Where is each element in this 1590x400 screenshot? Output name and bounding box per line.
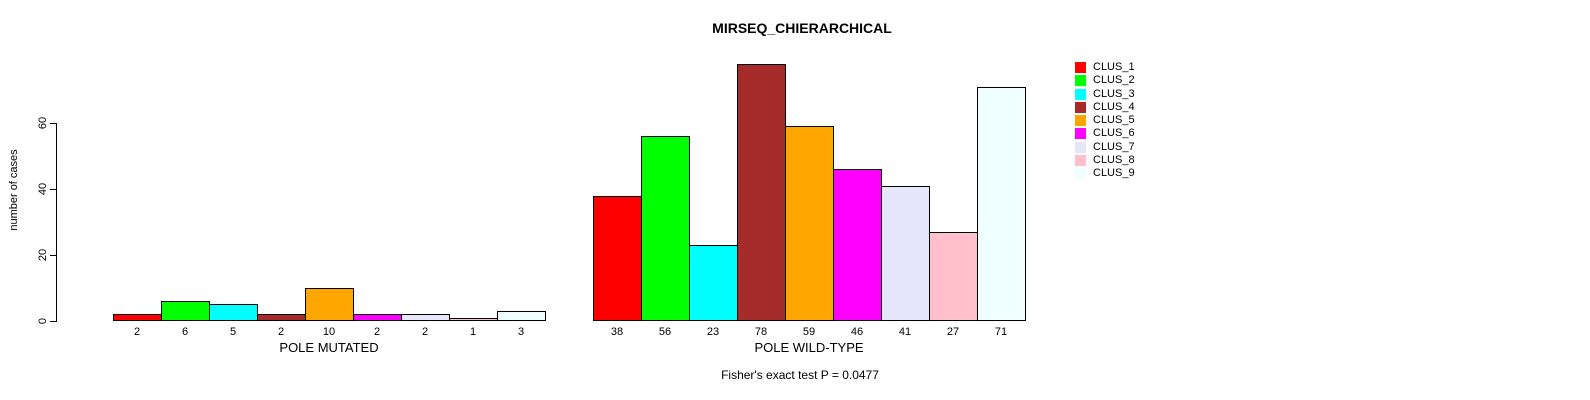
legend-item-clus_3: CLUS_3 bbox=[1075, 88, 1135, 101]
legend-item-clus_7: CLUS_7 bbox=[1075, 141, 1135, 154]
bar-value-label: 1 bbox=[469, 326, 477, 338]
bar-clus_7-group1 bbox=[881, 186, 930, 321]
y-tick-label: 0 bbox=[37, 317, 49, 325]
legend-swatch-icon bbox=[1075, 115, 1086, 126]
bar-clus_3-group1 bbox=[689, 245, 738, 321]
legend-label: CLUS_6 bbox=[1093, 127, 1135, 140]
bar-value-label: 2 bbox=[277, 326, 285, 338]
legend-label: CLUS_9 bbox=[1093, 167, 1135, 179]
bar-clus_5-group1 bbox=[785, 126, 834, 321]
bar-value-label: 23 bbox=[706, 326, 720, 338]
y-tick-mark bbox=[50, 189, 57, 190]
legend-label: CLUS_7 bbox=[1093, 140, 1135, 153]
legend-swatch-icon bbox=[1075, 101, 1086, 113]
y-tick-mark bbox=[50, 255, 57, 256]
bar-value-label: 3 bbox=[517, 326, 525, 338]
legend-item-clus_6: CLUS_6 bbox=[1075, 127, 1135, 140]
chart-title: MIRSEQ_CHIERARCHICAL bbox=[712, 20, 892, 36]
legend-swatch-icon bbox=[1075, 62, 1086, 73]
legend-label: CLUS_8 bbox=[1093, 153, 1135, 166]
bar-value-label: 10 bbox=[322, 326, 336, 338]
y-axis-label: number of cases bbox=[8, 149, 20, 231]
y-tick-mark bbox=[50, 123, 57, 124]
bar-clus_2-group0 bbox=[161, 301, 210, 321]
bar-clus_9-group0 bbox=[497, 311, 546, 321]
legend-label: CLUS_1 bbox=[1093, 61, 1135, 73]
bar-clus_4-group1 bbox=[737, 64, 786, 321]
bar-clus_3-group0 bbox=[209, 304, 258, 321]
legend-swatch-icon bbox=[1075, 88, 1086, 100]
bar-clus_1-group1 bbox=[593, 196, 642, 321]
x-axis-group-label-pole-mutated: POLE MUTATED bbox=[279, 340, 379, 355]
legend-label: CLUS_2 bbox=[1093, 74, 1135, 87]
bar-value-label: 46 bbox=[850, 326, 864, 338]
legend-swatch-icon bbox=[1075, 75, 1086, 87]
bar-value-label: 2 bbox=[373, 326, 381, 338]
bar-value-label: 38 bbox=[610, 326, 624, 338]
x-axis-group-label-pole-wild-type: POLE WILD-TYPE bbox=[754, 340, 864, 355]
bar-value-label: 6 bbox=[181, 326, 189, 338]
legend-item-clus_4: CLUS_4 bbox=[1075, 101, 1135, 114]
legend-item-clus_9: CLUS_9 bbox=[1075, 167, 1135, 180]
bar-clus_9-group1 bbox=[977, 87, 1026, 321]
legend-item-clus_2: CLUS_2 bbox=[1075, 74, 1135, 87]
legend-label: CLUS_5 bbox=[1093, 114, 1135, 126]
y-axis-line bbox=[56, 123, 57, 322]
bar-clus_6-group0 bbox=[353, 314, 402, 321]
y-tick-label: 20 bbox=[37, 248, 49, 262]
y-tick-label: 40 bbox=[37, 182, 49, 196]
bar-value-label: 27 bbox=[946, 326, 960, 338]
bar-value-label: 78 bbox=[754, 326, 768, 338]
legend-item-clus_8: CLUS_8 bbox=[1075, 154, 1135, 167]
bar-clus_2-group1 bbox=[641, 136, 690, 321]
y-tick-label: 60 bbox=[37, 116, 49, 130]
legend-item-clus_1: CLUS_1 bbox=[1075, 61, 1135, 74]
bar-clus_5-group0 bbox=[305, 288, 354, 321]
bar-value-label: 2 bbox=[421, 326, 429, 338]
bar-value-label: 41 bbox=[898, 326, 912, 338]
bar-value-label: 71 bbox=[994, 326, 1008, 338]
legend-item-clus_5: CLUS_5 bbox=[1075, 114, 1135, 127]
fisher-test-annotation: Fisher's exact test P = 0.0477 bbox=[721, 368, 879, 382]
bar-value-label: 2 bbox=[133, 326, 141, 338]
legend-swatch-icon bbox=[1075, 168, 1086, 179]
legend-label: CLUS_4 bbox=[1093, 100, 1135, 113]
legend-swatch-icon bbox=[1075, 128, 1086, 140]
bar-value-label: 59 bbox=[802, 326, 816, 338]
bar-clus_1-group0 bbox=[113, 314, 162, 321]
bar-clus_4-group0 bbox=[257, 314, 306, 321]
legend-swatch-icon bbox=[1075, 154, 1086, 166]
legend-label: CLUS_3 bbox=[1093, 87, 1135, 100]
y-tick-mark bbox=[50, 321, 57, 322]
bar-value-label: 5 bbox=[229, 326, 237, 338]
bar-clus_8-group1 bbox=[929, 232, 978, 321]
bar-value-label: 56 bbox=[658, 326, 672, 338]
bar-clus_6-group1 bbox=[833, 169, 882, 321]
bar-clus_8-group0 bbox=[449, 318, 498, 321]
legend-swatch-icon bbox=[1075, 141, 1086, 153]
bar-clus_7-group0 bbox=[401, 314, 450, 321]
